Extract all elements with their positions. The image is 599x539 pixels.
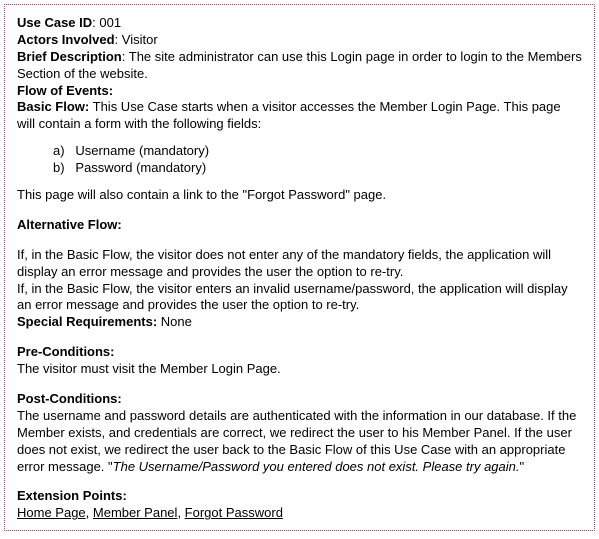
ext-points-links: Home Page, Member Panel, Forgot Password [17, 505, 582, 522]
post-cond-label: Post-Conditions: [17, 391, 582, 408]
flow-events-label: Flow of Events: [17, 83, 582, 100]
list-text: Password (mandatory) [75, 160, 206, 175]
post-cond-block: The username and password details are au… [17, 408, 582, 476]
basic-flow-row: Basic Flow: This Use Case starts when a … [17, 99, 582, 133]
ext-points-label: Extension Points: [17, 488, 582, 505]
post-cond-close: " [519, 459, 524, 474]
pre-cond-text: The visitor must visit the Member Login … [17, 361, 582, 378]
list-marker: b) [53, 160, 65, 175]
special-req-row: Special Requirements: None [17, 314, 582, 331]
brief-desc-row: Brief Description: The site administrato… [17, 49, 582, 83]
list-item: b) Password (mandatory) [53, 160, 582, 177]
special-req-value: None [161, 314, 192, 329]
list-marker: a) [53, 143, 65, 158]
actors-row: Actors Involved: Visitor [17, 32, 582, 49]
use-case-box: Use Case ID: 001 Actors Involved: Visito… [4, 4, 595, 531]
link-member-panel[interactable]: Member Panel [93, 505, 178, 520]
fields-list: a) Username (mandatory) b) Password (man… [17, 143, 582, 177]
use-case-id-label: Use Case ID [17, 15, 92, 30]
alt-flow-line2: If, in the Basic Flow, the visitor enter… [17, 281, 582, 315]
pre-cond-label: Pre-Conditions: [17, 344, 582, 361]
list-item: a) Username (mandatory) [53, 143, 582, 160]
alt-flow-block: If, in the Basic Flow, the visitor does … [17, 247, 582, 315]
basic-flow-text: This Use Case starts when a visitor acce… [17, 99, 561, 131]
basic-flow-note: This page will also contain a link to th… [17, 187, 582, 204]
link-forgot-password[interactable]: Forgot Password [185, 505, 283, 520]
brief-desc-label: Brief Description [17, 49, 122, 64]
actors-value: Visitor [122, 32, 158, 47]
special-req-label: Special Requirements: [17, 314, 157, 329]
actors-label: Actors Involved [17, 32, 115, 47]
use-case-id-row: Use Case ID: 001 [17, 15, 582, 32]
alt-flow-label: Alternative Flow: [17, 217, 582, 234]
post-cond-italic: The Username/Password you entered does n… [113, 459, 520, 474]
alt-flow-line1: If, in the Basic Flow, the visitor does … [17, 247, 582, 281]
use-case-id-value: 001 [99, 15, 121, 30]
list-text: Username (mandatory) [75, 143, 209, 158]
link-home-page[interactable]: Home Page [17, 505, 86, 520]
basic-flow-label: Basic Flow: [17, 99, 89, 114]
